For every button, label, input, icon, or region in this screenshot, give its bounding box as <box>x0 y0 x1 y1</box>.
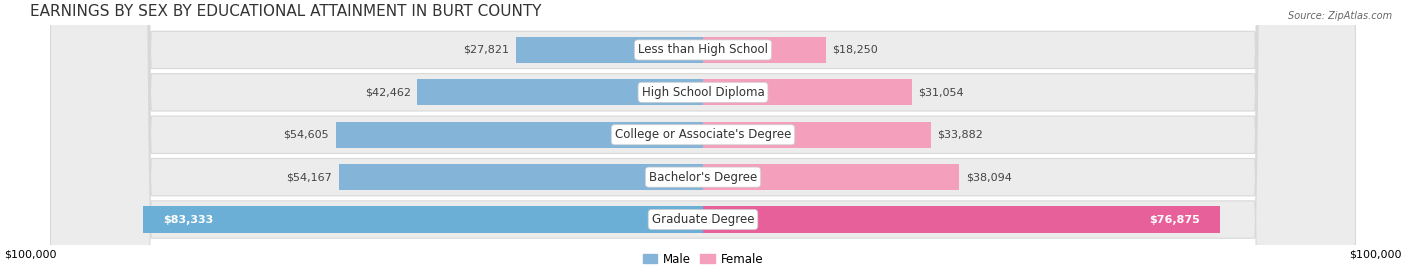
Bar <box>703 206 1220 233</box>
Text: $31,054: $31,054 <box>918 87 965 97</box>
Text: $76,875: $76,875 <box>1149 214 1199 225</box>
Text: Source: ZipAtlas.com: Source: ZipAtlas.com <box>1288 11 1392 21</box>
Bar <box>703 79 912 106</box>
Bar <box>142 206 703 233</box>
Text: High School Diploma: High School Diploma <box>641 86 765 99</box>
Text: $33,882: $33,882 <box>938 130 983 140</box>
Text: $42,462: $42,462 <box>364 87 411 97</box>
FancyBboxPatch shape <box>51 0 1355 268</box>
Text: $83,333: $83,333 <box>163 214 212 225</box>
Bar <box>703 122 931 148</box>
Text: $27,821: $27,821 <box>463 45 509 55</box>
Text: $54,167: $54,167 <box>287 172 332 182</box>
Text: $38,094: $38,094 <box>966 172 1012 182</box>
Text: Bachelor's Degree: Bachelor's Degree <box>650 171 756 184</box>
Text: $54,605: $54,605 <box>284 130 329 140</box>
FancyBboxPatch shape <box>51 0 1355 268</box>
Text: EARNINGS BY SEX BY EDUCATIONAL ATTAINMENT IN BURT COUNTY: EARNINGS BY SEX BY EDUCATIONAL ATTAINMEN… <box>31 4 541 19</box>
Bar <box>516 37 703 63</box>
Bar <box>339 164 703 190</box>
FancyBboxPatch shape <box>51 0 1355 268</box>
Text: College or Associate's Degree: College or Associate's Degree <box>614 128 792 141</box>
Text: Less than High School: Less than High School <box>638 43 768 57</box>
Text: $18,250: $18,250 <box>832 45 879 55</box>
Bar <box>336 122 703 148</box>
Bar <box>418 79 703 106</box>
FancyBboxPatch shape <box>51 0 1355 268</box>
Text: Graduate Degree: Graduate Degree <box>652 213 754 226</box>
Bar <box>703 37 825 63</box>
FancyBboxPatch shape <box>51 0 1355 268</box>
Legend: Male, Female: Male, Female <box>643 252 763 266</box>
Bar <box>703 164 959 190</box>
